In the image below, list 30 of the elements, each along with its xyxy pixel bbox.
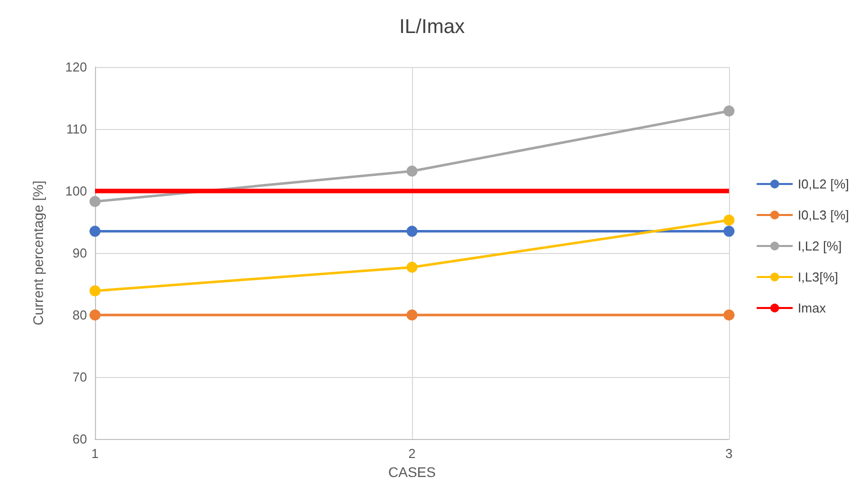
x-tick-label: 2 xyxy=(408,446,416,461)
point xyxy=(406,262,418,273)
legend-label: I0,L2 [%] xyxy=(798,176,850,192)
y-tick-label: 80 xyxy=(72,308,87,322)
legend-label: I,L3[%] xyxy=(798,270,838,284)
point xyxy=(724,226,734,237)
point xyxy=(90,285,100,296)
y-tick-label: 90 xyxy=(72,246,87,260)
point xyxy=(406,166,418,177)
legend-label: I0,L3 [%] xyxy=(798,208,850,222)
y-axis-title: Current percentage [%] xyxy=(30,180,46,326)
point xyxy=(90,310,100,320)
y-tick-label: 60 xyxy=(72,432,87,446)
y-tick-label: 70 xyxy=(72,370,87,384)
x-axis-title: CASES xyxy=(388,464,436,480)
x-tick-label: 1 xyxy=(91,446,99,461)
point xyxy=(90,196,100,208)
point xyxy=(724,106,734,117)
y-tick-label: 100 xyxy=(65,184,87,198)
y-tick-label: 120 xyxy=(65,60,87,74)
x-tick-label: 3 xyxy=(725,446,733,461)
y-tick-label: 110 xyxy=(66,122,87,136)
legend-label: I,L2 [%] xyxy=(798,238,842,254)
point xyxy=(90,226,100,237)
chart-title: IL/Imax xyxy=(399,16,465,38)
point xyxy=(724,214,734,226)
point xyxy=(406,310,418,320)
point xyxy=(724,310,734,320)
legend-label: Imax xyxy=(798,300,826,316)
point xyxy=(406,226,418,237)
